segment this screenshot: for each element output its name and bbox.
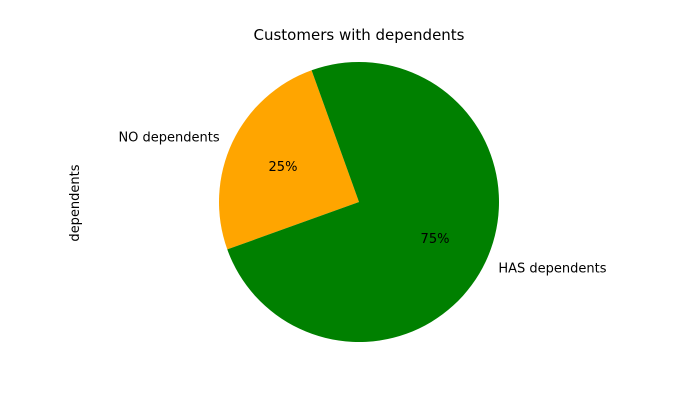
y-axis-label: dependents	[68, 164, 83, 241]
slice-label: NO dependents	[118, 130, 219, 145]
pie-slices	[219, 62, 500, 342]
pie-labels: NO dependents 25% HAS dependents 75%	[118, 130, 606, 276]
slice-has-dependents	[227, 62, 500, 342]
slice-percent-label: 25%	[269, 160, 298, 175]
chart-title: Customers with dependents	[254, 26, 465, 44]
slice-no-dependents	[219, 70, 359, 250]
slice-label: HAS dependents	[498, 262, 606, 277]
slice-percent-label: 75%	[421, 232, 450, 247]
